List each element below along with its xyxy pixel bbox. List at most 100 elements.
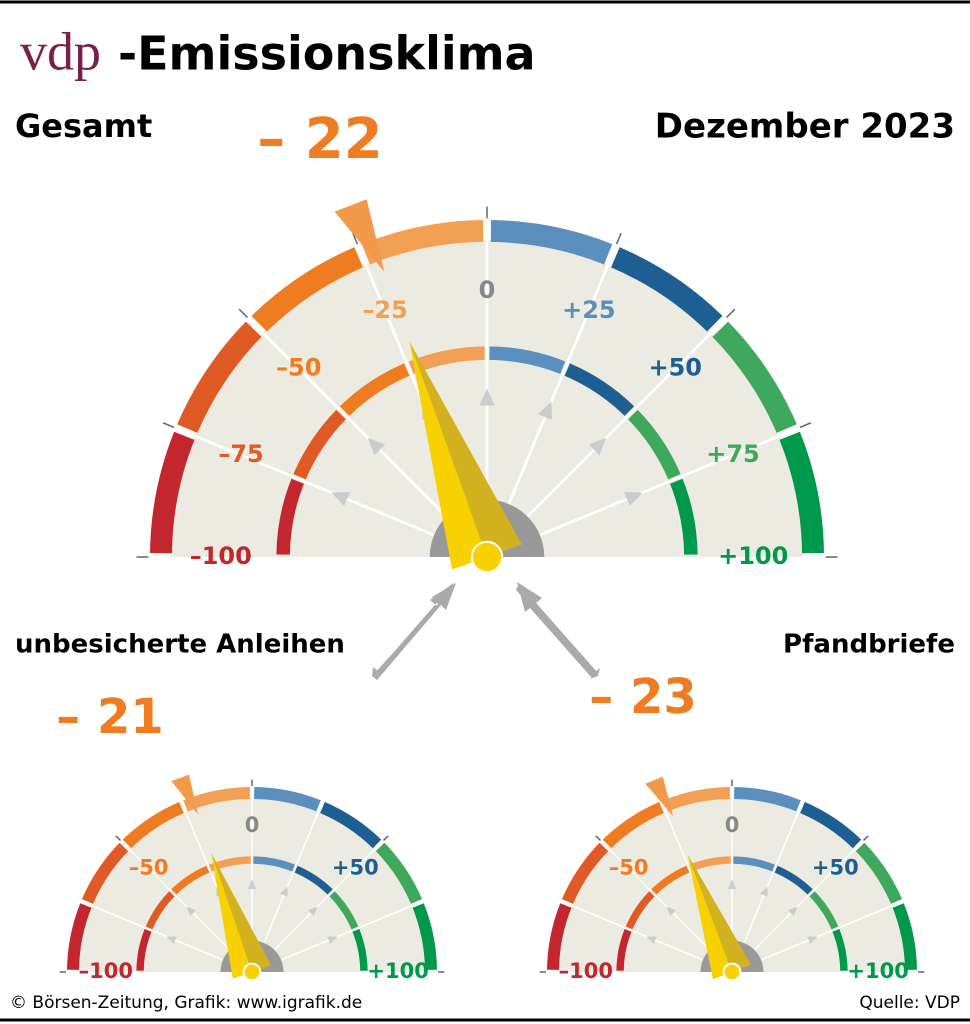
spoke-arrow — [166, 936, 177, 945]
outer-segment — [150, 431, 195, 554]
tick-mark — [382, 835, 389, 842]
tick-label: +75 — [706, 440, 760, 468]
spoke — [272, 848, 376, 952]
spoke — [91, 904, 225, 962]
tick-mark — [595, 835, 602, 842]
outer-segment — [67, 903, 92, 970]
inner-segment — [809, 891, 839, 930]
outer-segment — [734, 787, 801, 812]
spoke — [742, 811, 800, 945]
gauges: Gesamt –100 –75 –50 –25 0 +25 +50 +75 +100 – 22 unb… — [15, 107, 955, 983]
outer-segment — [779, 431, 824, 554]
inner-segment — [774, 865, 813, 895]
inner-segment — [209, 856, 251, 872]
spoke-arrow — [807, 936, 818, 945]
tick-mark — [799, 422, 812, 429]
tick-label: +50 — [332, 856, 379, 880]
outer-segment — [892, 903, 917, 970]
spoke-arrow — [247, 879, 257, 889]
inner-segment — [352, 929, 368, 971]
outer-segment — [177, 321, 262, 433]
source: Quelle: VDP — [859, 993, 960, 1013]
needle-left — [687, 854, 732, 980]
outer-segment — [712, 321, 797, 433]
gauge-title: Pfandbriefe — [783, 630, 955, 660]
needle-hub — [470, 540, 504, 574]
needle-right — [211, 852, 272, 972]
inner-segment — [651, 865, 690, 895]
spoke — [608, 848, 712, 952]
spoke-arrow — [727, 879, 737, 889]
inner-segment — [628, 409, 681, 480]
inner-segment — [253, 856, 295, 872]
spoke — [262, 332, 450, 520]
inner-segment — [145, 891, 175, 930]
tick-mark — [162, 422, 175, 429]
tick-label: +50 — [648, 354, 702, 382]
inner-segment — [689, 856, 731, 872]
spoke-arrow — [666, 906, 677, 917]
outer-segment — [361, 220, 484, 265]
outer-segment — [251, 247, 363, 332]
spoke-arrow — [279, 886, 288, 897]
tick-label: 0 — [479, 276, 496, 304]
tick-label: –50 — [276, 354, 321, 382]
arrow — [372, 583, 456, 680]
outer-segment — [611, 247, 723, 332]
outer-segment — [490, 220, 613, 265]
arrow — [372, 582, 455, 677]
spoke-arrow — [327, 936, 338, 945]
spoke-arrow — [331, 492, 350, 507]
inner-segment — [276, 478, 304, 555]
outer-segment — [122, 801, 184, 849]
spoke — [128, 848, 232, 952]
outer-segment — [663, 787, 730, 812]
spoke — [506, 263, 610, 508]
tick-label: +100 — [718, 542, 788, 570]
tick-label: –100 — [79, 959, 133, 983]
tick-label: –100 — [190, 542, 252, 570]
outer-segment — [412, 903, 437, 970]
tick-label: +100 — [847, 959, 908, 983]
tick-mark — [725, 308, 736, 319]
tick-label: +50 — [812, 856, 859, 880]
inner-segment — [670, 478, 698, 555]
pointer — [171, 774, 199, 815]
arrow — [517, 582, 598, 678]
brand: vdp — [20, 21, 101, 81]
tick-label: –50 — [129, 856, 169, 880]
inner-segment — [293, 409, 346, 480]
gauge-title: unbesicherte Anleihen — [15, 630, 345, 660]
spoke-arrow — [479, 388, 495, 406]
gauge-title: Gesamt — [15, 107, 152, 145]
inner-segment — [564, 363, 635, 416]
tick-label: –100 — [559, 959, 613, 983]
outer-segment — [561, 842, 609, 904]
spoke-arrow — [646, 936, 657, 945]
date: Dezember 2023 — [655, 107, 955, 147]
spoke-arrow — [759, 886, 768, 897]
credit: © Börsen-Zeitung, Grafik: www.igrafik.de — [10, 993, 362, 1013]
tick-label: –25 — [362, 296, 407, 324]
inner-segment — [616, 929, 632, 971]
spoke — [752, 848, 856, 952]
inner-segment — [294, 865, 333, 895]
value-label: – 21 — [56, 689, 164, 745]
outer-segment — [375, 842, 423, 904]
spoke — [193, 434, 438, 538]
outer-segment — [81, 842, 129, 904]
tick-label: +100 — [367, 959, 428, 983]
inner-segment — [489, 346, 566, 374]
outer-segment — [547, 903, 572, 970]
tick-mark — [238, 308, 249, 319]
spoke — [279, 904, 413, 962]
spoke-arrow — [624, 492, 643, 507]
inner-segment — [408, 346, 485, 374]
outer-segment — [183, 787, 250, 812]
outer-segment — [800, 801, 862, 849]
value-label: – 22 — [257, 107, 382, 172]
needle-right — [409, 341, 522, 557]
needle-left — [409, 341, 487, 570]
pointer — [645, 776, 674, 817]
